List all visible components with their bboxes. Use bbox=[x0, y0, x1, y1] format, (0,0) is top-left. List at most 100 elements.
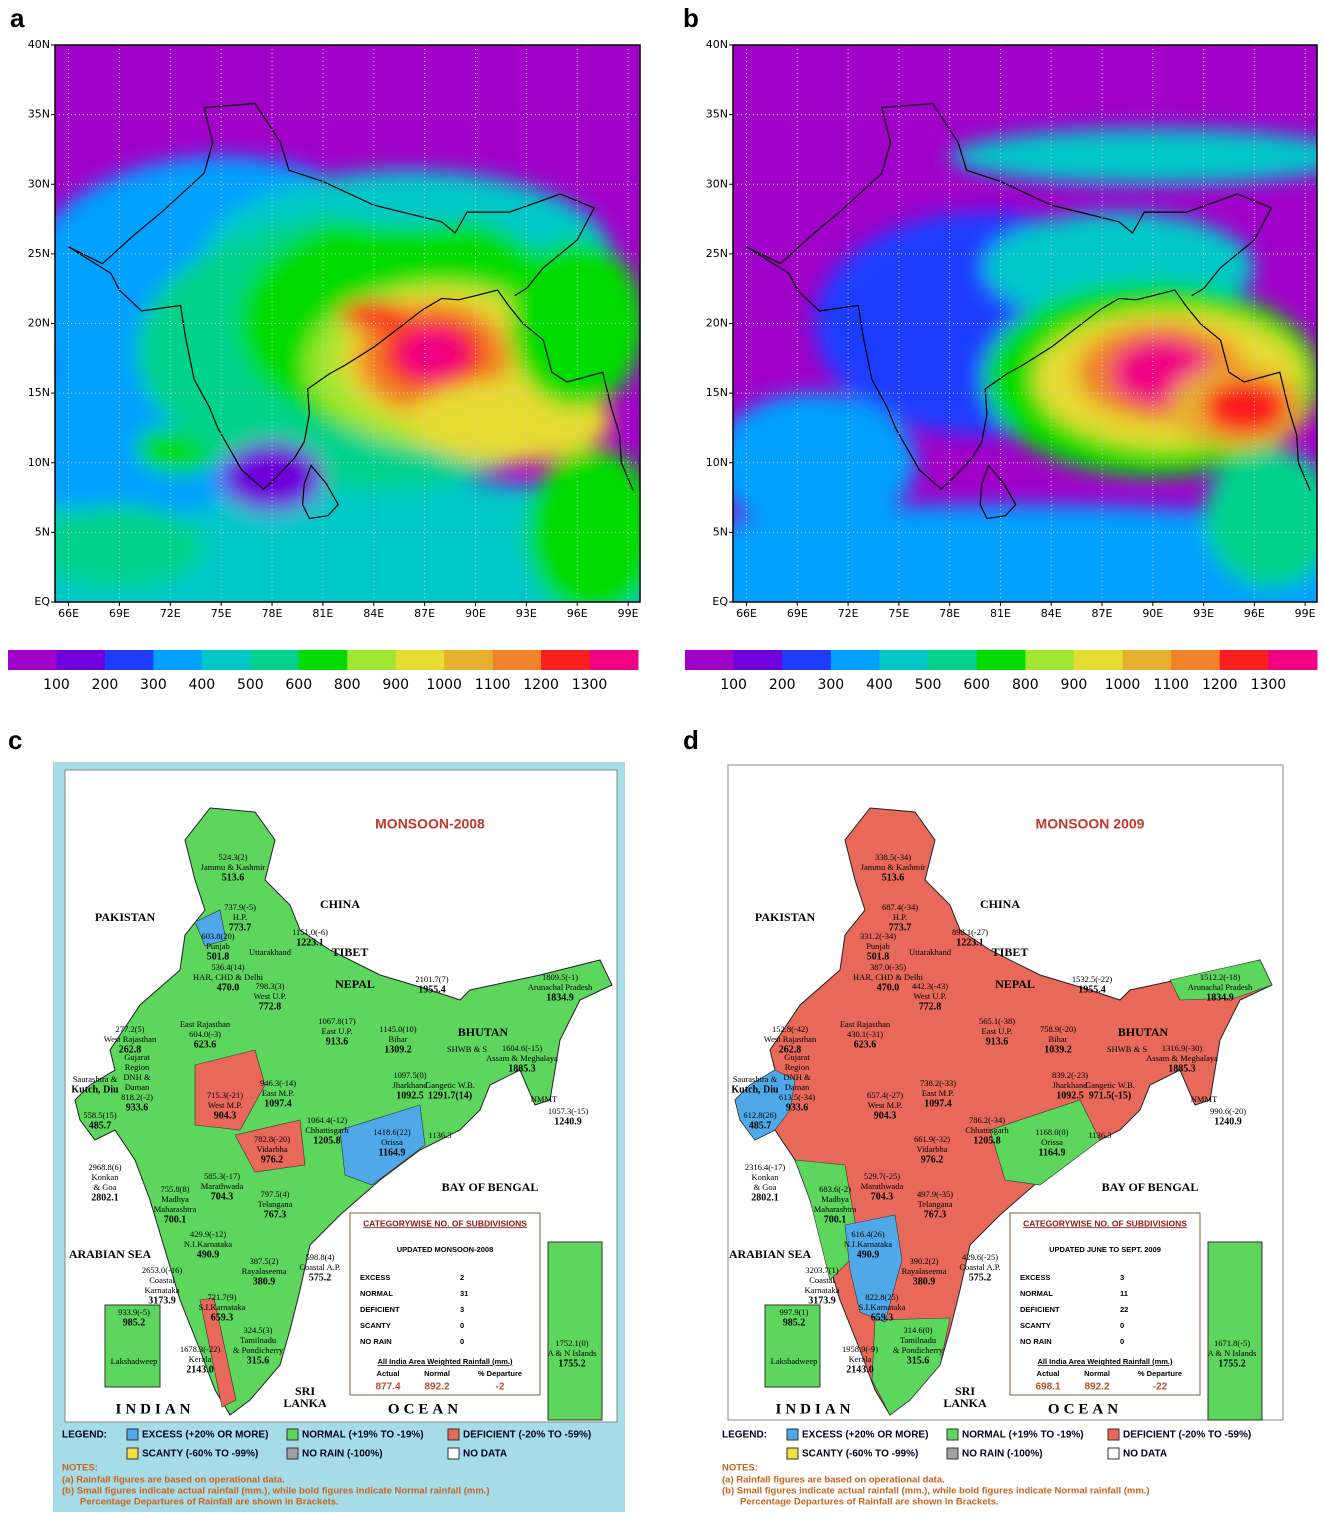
subdivision-label: 767.3 bbox=[264, 1209, 287, 1220]
subdivision-label: 1418.6(22) bbox=[373, 1127, 411, 1137]
ocean-label: OCEAN bbox=[1048, 1401, 1122, 1417]
subdivision-label: West Rajasthan bbox=[764, 1034, 817, 1044]
subdivision-label: 704.3 bbox=[871, 1191, 894, 1202]
ocean-label: OCEAN bbox=[388, 1401, 462, 1417]
figure: a66E69E72E75E78E81E84E87E90E93E96E99EEQ5… bbox=[0, 0, 1325, 1514]
x-tick-label: 69E bbox=[787, 607, 808, 620]
subdivision-label: 818.2(-2) bbox=[121, 1092, 153, 1102]
subdivision-label: 1671.8(-5) bbox=[1214, 1338, 1250, 1348]
subdivision-label: 380.9 bbox=[253, 1276, 276, 1287]
y-tick-label: 15N bbox=[28, 386, 50, 399]
subdivision-label: 758.9(-20) bbox=[1040, 1024, 1076, 1034]
x-tick-label: 78E bbox=[262, 607, 283, 620]
subdivision-label: 1164.9 bbox=[1039, 1147, 1066, 1158]
panel-label: a bbox=[10, 3, 25, 33]
subdivision-label: Jammu & Kashmir bbox=[861, 862, 926, 872]
subdivision-label: 1885.3 bbox=[1168, 1063, 1196, 1074]
colorbar-label: 1000 bbox=[426, 677, 462, 693]
place-label: LANKA bbox=[943, 1396, 987, 1410]
subdivision-label: 1136.3 bbox=[428, 1130, 451, 1140]
subdivision-label: Uttarakhand bbox=[909, 947, 952, 957]
table-value: -22 bbox=[1153, 1382, 1168, 1393]
subdivision-label: Saurashtra & bbox=[733, 1074, 778, 1084]
heat-blob bbox=[399, 329, 467, 379]
table-row-label: EXCESS bbox=[1020, 1273, 1050, 1282]
subdivision-label: 1678.3(-22) bbox=[180, 1344, 221, 1354]
colorbar-swatch bbox=[590, 650, 639, 670]
subdivision-label: Kerala bbox=[849, 1354, 872, 1364]
table-row-value: 0 bbox=[460, 1337, 464, 1346]
x-tick-label: 96E bbox=[1244, 607, 1265, 620]
legend-label: EXCESS (+20% OR MORE) bbox=[802, 1430, 928, 1441]
subdivision-label: N.I.Karnataka bbox=[184, 1239, 232, 1249]
y-tick-label: 35N bbox=[706, 108, 728, 121]
table-row-value: 3 bbox=[460, 1305, 464, 1314]
table-row-value: 0 bbox=[1120, 1337, 1124, 1346]
subdivision-label: 1223.1 bbox=[956, 937, 984, 948]
legend-swatch bbox=[787, 1429, 798, 1440]
place-label: NEPAL bbox=[995, 977, 1035, 991]
x-tick-label: 87E bbox=[414, 607, 435, 620]
subdivision-label: Karnataka bbox=[805, 1285, 840, 1295]
subdivision-label: 898.1(-27) bbox=[952, 927, 988, 937]
subdivision-label: 513.6 bbox=[882, 872, 905, 883]
x-tick-label: 84E bbox=[1041, 607, 1062, 620]
x-tick-label: 90E bbox=[1142, 607, 1163, 620]
subdivision-label: & Pondicherry bbox=[893, 1345, 944, 1355]
subdivision-label: 798.3(3) bbox=[255, 981, 284, 991]
table-value: 877.4 bbox=[375, 1382, 400, 1393]
subdivision-label: 529.7(-25) bbox=[864, 1171, 900, 1181]
subdivision-label: NMMT bbox=[1191, 1094, 1218, 1104]
y-tick-label: 20N bbox=[28, 317, 50, 330]
subdivision-label: 786.2(-34) bbox=[969, 1115, 1005, 1125]
subdivision-label: East M.P. bbox=[922, 1088, 954, 1098]
subdivision-label: 485.7 bbox=[89, 1120, 112, 1131]
subdivision-label: West M.P. bbox=[208, 1100, 243, 1110]
map-title: MONSOON 2009 bbox=[1036, 816, 1145, 832]
subdivision-label: 1604.6(-15) bbox=[502, 1043, 543, 1053]
subdivision-label: Orissa bbox=[1041, 1137, 1063, 1147]
subdivision-label: 1309.2 bbox=[384, 1044, 412, 1055]
colorbar-label: 600 bbox=[963, 677, 990, 693]
subdivision-label: 430.1(-31) bbox=[847, 1029, 883, 1039]
colorbar-label: 1300 bbox=[1251, 677, 1287, 693]
subdivision-label: 3173.9 bbox=[808, 1295, 836, 1306]
subdivision-label: 913.6 bbox=[986, 1036, 1009, 1047]
table-row-value: 31 bbox=[460, 1289, 468, 1298]
subdivision-label: 1752.1(0) bbox=[555, 1338, 588, 1348]
subdivision-label: Konkan bbox=[752, 1172, 780, 1182]
colorbar-swatch bbox=[347, 650, 396, 670]
subdivision-label: 659.3 bbox=[211, 1312, 234, 1323]
table-row-label: DEFICIENT bbox=[360, 1305, 400, 1314]
colorbar-label: 1000 bbox=[1105, 677, 1141, 693]
x-tick-label: 81E bbox=[990, 607, 1011, 620]
colorbar-swatch bbox=[1025, 650, 1074, 670]
subdivision-label: 536.4(14) bbox=[211, 962, 244, 972]
subdivision-label: DNH & bbox=[783, 1072, 811, 1082]
x-tick-label: 81E bbox=[312, 607, 333, 620]
y-tick-label: 40N bbox=[706, 38, 728, 51]
subdivision-label: 1809.5(-1) bbox=[542, 972, 578, 982]
note: Percentage Departures of Rainfall are sh… bbox=[80, 1497, 339, 1508]
subdivision-label: 1755.2 bbox=[1218, 1358, 1246, 1369]
subdivision-label: 1205.8 bbox=[313, 1135, 341, 1146]
subdivision-label: 1136.3 bbox=[1088, 1130, 1111, 1140]
subdivision-label: 772.8 bbox=[259, 1001, 282, 1012]
subdivision-label: 971.5(-15) bbox=[1089, 1090, 1132, 1101]
subdivision-label: S.I.Karnataka bbox=[199, 1302, 246, 1312]
subdivision-label: 575.2 bbox=[309, 1272, 332, 1283]
subdivision-label: 1240.9 bbox=[554, 1116, 582, 1127]
subdivision-label: 623.6 bbox=[854, 1039, 877, 1050]
subdivision-label: 501.8 bbox=[867, 951, 890, 962]
subdivision-label: 497.9(-35) bbox=[917, 1189, 953, 1199]
colorbar-label: 800 bbox=[334, 677, 361, 693]
subdivision-label: Region bbox=[785, 1062, 810, 1072]
legend-label: SCANTY (-60% TO -99%) bbox=[802, 1449, 918, 1460]
table-heading: CATEGORYWISE NO. OF SUBDIVISIONS bbox=[1023, 1218, 1187, 1228]
note: (a) Rainfall figures are based on operat… bbox=[722, 1475, 945, 1486]
colorbar-swatch bbox=[782, 650, 831, 670]
subdivision-label: A & N Islands bbox=[548, 1348, 597, 1358]
subdivision-label: 976.2 bbox=[261, 1154, 284, 1165]
subdivision-label: 429.6(-25) bbox=[962, 1252, 998, 1262]
colorbar-label: 900 bbox=[1061, 677, 1088, 693]
